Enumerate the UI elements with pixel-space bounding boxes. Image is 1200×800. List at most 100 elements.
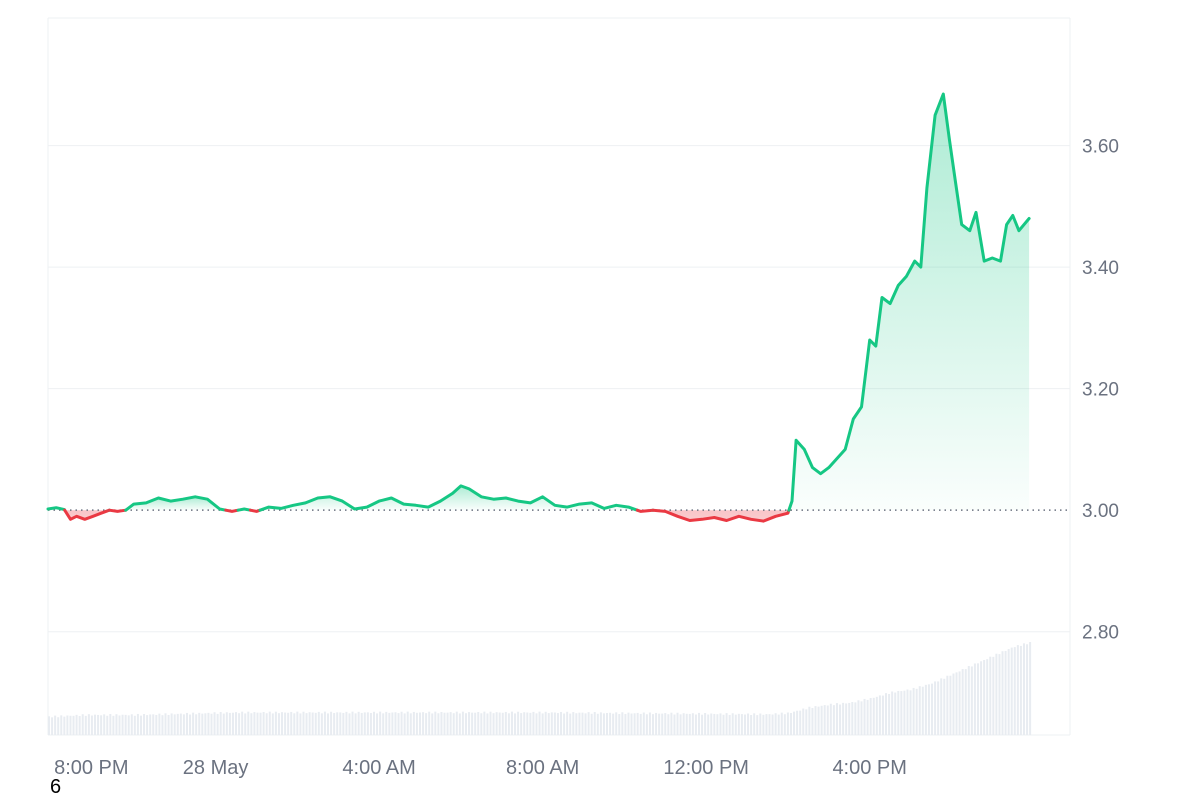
area-up-segment [788, 94, 1030, 511]
volume-bar [397, 713, 400, 735]
volume-bar [633, 713, 636, 735]
volume-bar [118, 715, 121, 735]
volume-bar [158, 713, 161, 735]
volume-bar [452, 713, 455, 735]
volume-bar [418, 712, 421, 735]
line-down-segment [224, 508, 240, 513]
y-tick-label: 2.80 [1082, 623, 1119, 644]
volume-bar [225, 712, 228, 735]
volume-bar [293, 713, 296, 735]
volume-bar [934, 681, 937, 735]
volume-bar [437, 713, 440, 735]
volume-bar [100, 715, 103, 735]
volume-bar [60, 715, 63, 735]
volume-bar [455, 711, 458, 735]
volume-bar [495, 712, 498, 735]
volume-bar [658, 713, 661, 735]
volume-bar [388, 712, 391, 735]
volume-bar [93, 714, 96, 735]
volume-bar [458, 713, 461, 735]
volume-bar [875, 696, 878, 735]
volume-bar [967, 666, 970, 735]
volume-bar [185, 712, 188, 735]
volume-bar [691, 713, 694, 735]
volume-bar [688, 713, 691, 735]
volume-bar [474, 712, 477, 735]
volume-bar [336, 712, 339, 735]
volume-bar [468, 712, 471, 735]
x-axis-ticks: 8:00 PM 28 May 4:00 AM 8:00 AM 12:00 PM 4:00 … [54, 757, 907, 779]
volume-bar [747, 713, 750, 735]
x-tick-label: 28 May [183, 757, 249, 779]
line-up-segment [124, 495, 228, 512]
volume-bar [609, 712, 612, 735]
volume-bar [333, 713, 336, 735]
volume-bar [612, 713, 615, 735]
volume-bar [382, 713, 385, 735]
volume-bar [900, 691, 903, 735]
volume-bar [943, 678, 946, 735]
volume-bar [268, 711, 271, 735]
volume-bar [602, 713, 605, 735]
volume-bar [161, 715, 164, 735]
volume-bar [863, 698, 866, 735]
volume-bar [504, 711, 507, 735]
volume-bar [980, 661, 983, 735]
volume-bar [704, 713, 707, 735]
volume-bar [124, 714, 127, 735]
volume-bar [265, 713, 268, 735]
volume-bar [762, 714, 765, 735]
volume-bar [814, 706, 817, 735]
volume-bar [606, 712, 609, 735]
volume-bar [860, 701, 863, 735]
volume-bar [786, 712, 789, 735]
volume-bar [167, 714, 170, 735]
volume-bar [912, 687, 915, 735]
volume-bar [630, 713, 633, 735]
y-tick-label: 3.60 [1082, 137, 1119, 158]
volume-bar [707, 714, 710, 735]
volume-bar [578, 712, 581, 735]
volume-bar [520, 713, 523, 735]
footnote-label: 6 [50, 776, 62, 798]
volume-bar [480, 713, 483, 735]
volume-bar [881, 695, 884, 735]
volume-bar [823, 705, 826, 735]
volume-bar [1004, 650, 1007, 735]
volume-bar [296, 711, 299, 735]
volume-bar [940, 678, 943, 735]
volume-bar [182, 714, 185, 735]
volume-bar [305, 713, 308, 735]
volume-bar [989, 656, 992, 735]
volume-bar [327, 713, 330, 735]
volume-bar [710, 713, 713, 735]
volume-bar [529, 712, 532, 735]
volume-bar [363, 712, 366, 735]
volume-bar [372, 711, 375, 735]
volume-bar [164, 713, 167, 735]
volume-bar [587, 712, 590, 735]
volume-bar [63, 716, 66, 735]
volume-bar [1016, 645, 1019, 735]
volume-bar [106, 715, 109, 735]
volume-bar [1013, 647, 1016, 735]
volume-bar [618, 714, 621, 735]
volume-bar [152, 714, 155, 735]
volume-bar [955, 672, 958, 735]
volume-bar [946, 675, 949, 735]
volume-bar [713, 713, 716, 735]
volume-bar [345, 711, 348, 735]
volume-bar [241, 711, 244, 735]
volume-bar [563, 713, 566, 735]
volume-bar [192, 712, 195, 735]
volume-bar [446, 712, 449, 735]
volume-bar [685, 713, 688, 735]
volume-bar [799, 710, 802, 735]
volume-bar [274, 711, 277, 735]
volume-bar [891, 691, 894, 735]
volume-bar [210, 713, 213, 735]
volume-bar [983, 659, 986, 735]
volume-bar [829, 703, 832, 735]
volume-bar [213, 712, 216, 735]
volume-bar [918, 686, 921, 735]
